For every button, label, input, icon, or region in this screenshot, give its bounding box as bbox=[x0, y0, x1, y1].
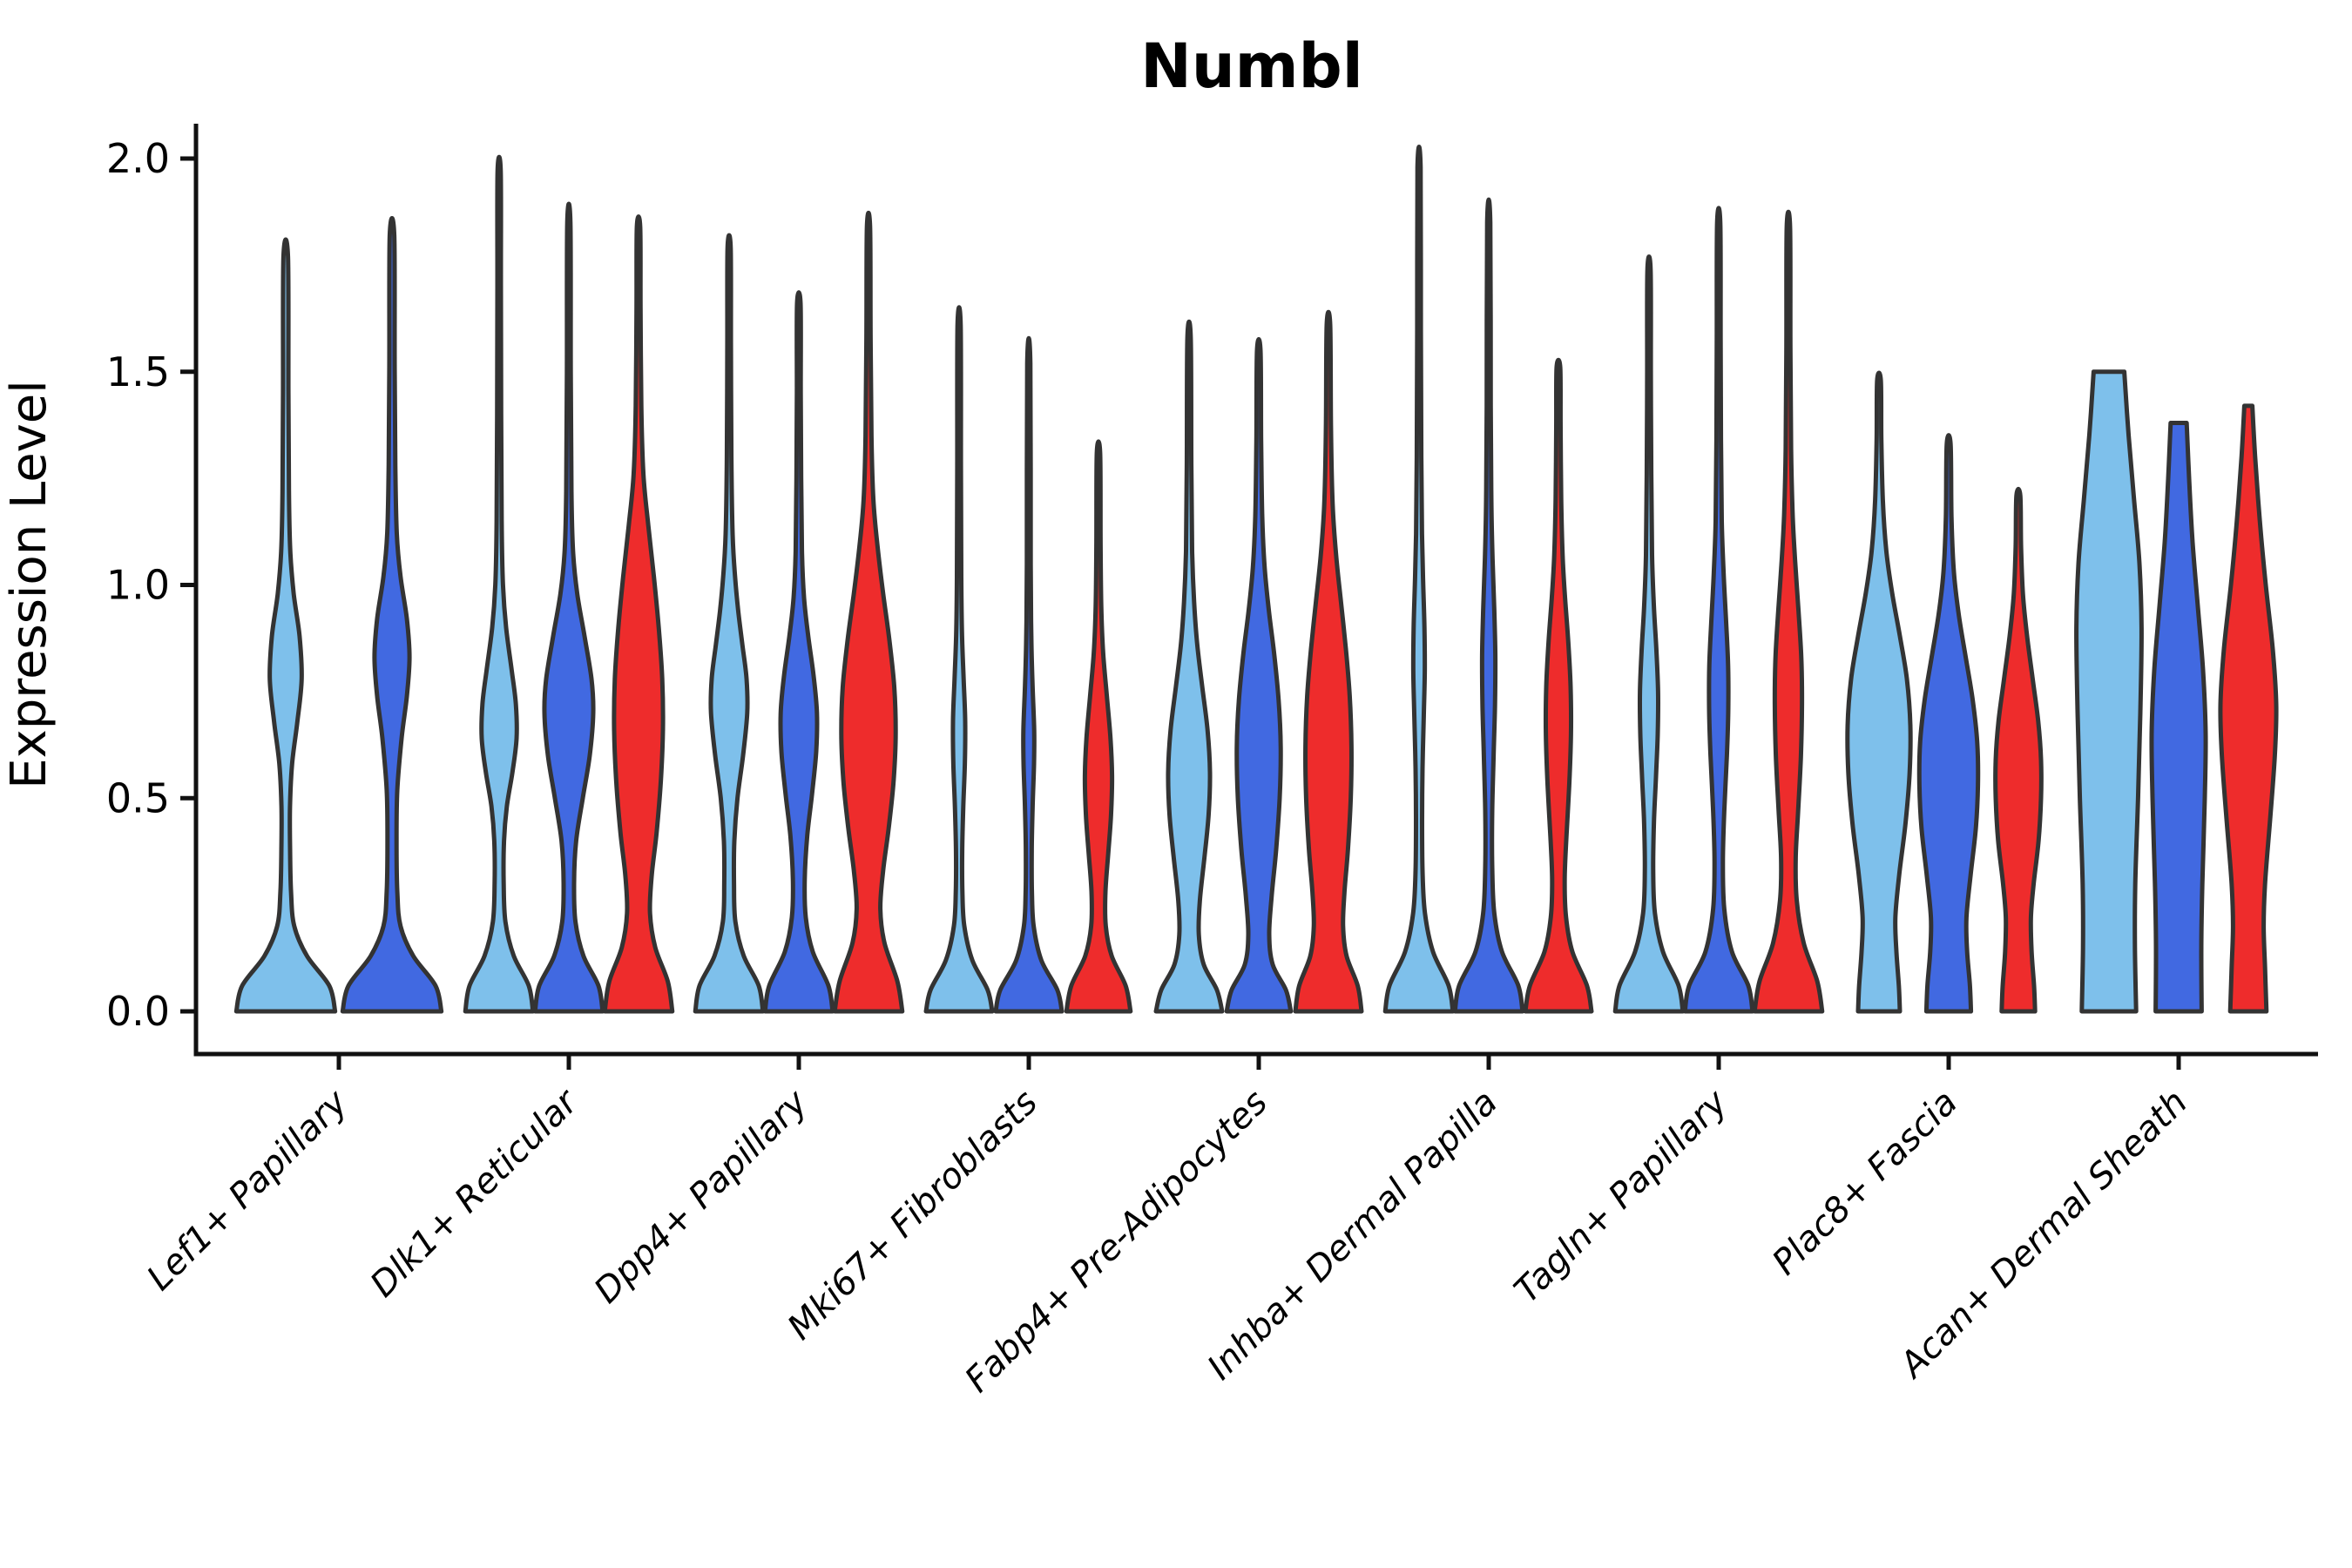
x-tick-label: Plac8+ Fascia bbox=[1765, 1083, 1965, 1283]
y-tick-label: 2.0 bbox=[106, 135, 170, 182]
violin-acan-light_blue bbox=[2074, 369, 2144, 1014]
violin-tagln-dark_blue bbox=[1682, 206, 1755, 1014]
axes-layer: 0.0 0.5 1.0 1.5 2.0 Lef1+ Papillary Dlk1+ Reti… bbox=[106, 124, 2318, 1400]
y-tick-label: 1.0 bbox=[106, 562, 170, 609]
violin-dpp4-red bbox=[832, 210, 905, 1014]
violin-inhba-dark_blue bbox=[1452, 197, 1525, 1014]
violin-mki67-dark_blue bbox=[993, 336, 1064, 1014]
violin-fabp4-red bbox=[1293, 309, 1364, 1014]
violin-inhba-red bbox=[1523, 357, 1594, 1014]
violin-lef1-light_blue bbox=[233, 237, 338, 1014]
violin-dpp4-dark_blue bbox=[762, 290, 835, 1014]
violin-dlk1-red bbox=[602, 214, 675, 1014]
y-tick-label: 0.5 bbox=[106, 774, 170, 821]
y-tick-label: 0.0 bbox=[106, 988, 170, 1035]
y-axis-label: Expression Level bbox=[1, 380, 57, 789]
violin-plac8-light_blue bbox=[1845, 370, 1913, 1014]
violin-tagln-red bbox=[1752, 209, 1825, 1014]
x-tick-label: Lef1+ Papillary bbox=[139, 1082, 356, 1299]
y-tick-label: 1.5 bbox=[106, 348, 170, 395]
x-tick-label: Dlk1+ Reticular bbox=[363, 1081, 587, 1305]
violin-dlk1-dark_blue bbox=[532, 201, 605, 1014]
violin-acan-red bbox=[2218, 403, 2279, 1014]
x-tick-label: Mki67+ Fibroblasts bbox=[780, 1083, 1045, 1348]
violin-inhba-light_blue bbox=[1382, 145, 1456, 1014]
violin-mki67-red bbox=[1064, 439, 1133, 1014]
chart-title: Numbl bbox=[1140, 30, 1362, 102]
violin-tagln-light_blue bbox=[1612, 254, 1686, 1014]
violin-fabp4-dark_blue bbox=[1224, 336, 1294, 1014]
violin-mki67-light_blue bbox=[923, 305, 995, 1014]
violin-plac8-red bbox=[1993, 486, 2044, 1014]
violin-layer bbox=[233, 145, 2279, 1014]
violin-acan-dark_blue bbox=[2149, 421, 2208, 1014]
x-tick-label: Dpp4+ Papillary bbox=[587, 1082, 816, 1311]
violin-lef1-dark_blue bbox=[340, 216, 444, 1014]
violin-dlk1-light_blue bbox=[463, 154, 536, 1014]
x-tick-label: Tagln+ Papillary bbox=[1507, 1082, 1736, 1311]
violin-plac8-dark_blue bbox=[1916, 433, 1981, 1014]
violin-fabp4-light_blue bbox=[1153, 319, 1225, 1014]
violin-dpp4-light_blue bbox=[693, 233, 766, 1014]
